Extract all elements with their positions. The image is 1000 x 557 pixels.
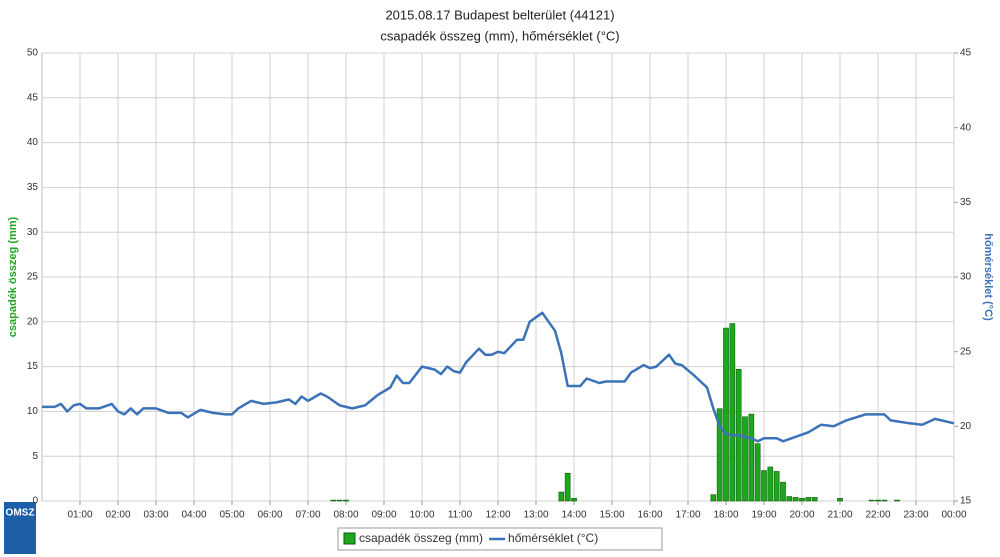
x-tick-label: 09:00: [371, 510, 396, 521]
bar: [786, 496, 793, 502]
y-tick-label: 30: [27, 227, 39, 238]
chart-subtitle: csapadék összeg (mm), hőmérséklet (°C): [380, 28, 619, 43]
y-tick-label: 45: [27, 92, 39, 103]
bar: [792, 497, 799, 502]
bar: [571, 498, 577, 502]
y-tick-label: 5: [32, 451, 38, 462]
x-tick-label: 19:00: [751, 510, 776, 521]
x-tick-label: 15:00: [599, 510, 624, 521]
legend-label: hőmérséklet (°C): [508, 531, 598, 545]
x-tick-label: 03:00: [143, 510, 168, 521]
x-tick-label: 21:00: [827, 510, 852, 521]
x-tick-label: 07:00: [295, 510, 320, 521]
bar: [754, 443, 761, 502]
y2-tick-label: 40: [960, 122, 972, 133]
bar: [336, 499, 343, 502]
bar: [805, 497, 812, 502]
bar: [330, 499, 337, 502]
x-tick-label: 22:00: [865, 510, 890, 521]
x-tick-label: 05:00: [219, 510, 244, 521]
x-tick-label: 10:00: [409, 510, 434, 521]
bar: [767, 466, 774, 502]
bar: [894, 499, 900, 502]
bar: [799, 498, 805, 502]
bar: [710, 494, 717, 502]
y2-tick-label: 25: [960, 346, 972, 357]
x-tick-label: 13:00: [523, 510, 548, 521]
bar: [773, 471, 780, 502]
y2-axis-label: hőmérséklet (°C): [982, 233, 994, 321]
y2-tick-label: 15: [960, 496, 972, 507]
bar: [748, 413, 755, 502]
chart-title: 2015.08.17 Budapest belterület (44121): [385, 7, 614, 22]
legend-swatch: [343, 532, 356, 545]
x-tick-label: 01:00: [67, 510, 92, 521]
bar: [881, 499, 888, 502]
bar: [742, 416, 748, 502]
y-tick-label: 50: [27, 48, 39, 59]
line: [42, 311, 955, 443]
logo-box: [4, 502, 36, 554]
y-tick-label: 15: [27, 361, 39, 372]
y-tick-label: 40: [27, 137, 39, 148]
bar: [723, 327, 729, 502]
x-tick-label: 02:00: [105, 510, 130, 521]
bar: [868, 499, 875, 502]
y2-tick-label: 20: [960, 421, 972, 432]
y-tick-label: 35: [27, 182, 39, 193]
legend-label: csapadék összeg (mm): [359, 531, 483, 545]
x-tick-label: 06:00: [257, 510, 282, 521]
x-tick-label: 00:00: [941, 510, 966, 521]
bar: [343, 499, 349, 502]
y-tick-label: 10: [27, 406, 39, 417]
x-tick-label: 20:00: [789, 510, 814, 521]
y2-tick-label: 45: [960, 48, 972, 59]
x-tick-label: 12:00: [485, 510, 510, 521]
bar: [716, 408, 723, 502]
logo-text: OMSZ: [6, 508, 35, 519]
x-tick-label: 16:00: [637, 510, 662, 521]
x-tick-label: 04:00: [181, 510, 206, 521]
y2-tick-label: 30: [960, 272, 972, 283]
y2-tick-label: 35: [960, 197, 972, 208]
x-tick-label: 14:00: [561, 510, 586, 521]
bar: [729, 323, 736, 502]
x-tick-label: 17:00: [675, 510, 700, 521]
y-axis-label: csapadék összeg (mm): [7, 216, 19, 337]
bar: [558, 491, 565, 502]
x-tick-label: 08:00: [333, 510, 358, 521]
bar: [811, 497, 818, 502]
x-tick-label: 18:00: [713, 510, 738, 521]
bar: [875, 499, 881, 502]
x-tick-label: 11:00: [448, 510, 473, 521]
y-tick-label: 25: [27, 272, 39, 283]
bar: [837, 498, 843, 502]
y-tick-label: 0: [32, 496, 38, 507]
y-tick-label: 20: [27, 316, 39, 327]
bar: [761, 470, 767, 502]
bar: [780, 481, 786, 502]
bar: [564, 472, 571, 502]
x-tick-label: 23:00: [903, 510, 928, 521]
